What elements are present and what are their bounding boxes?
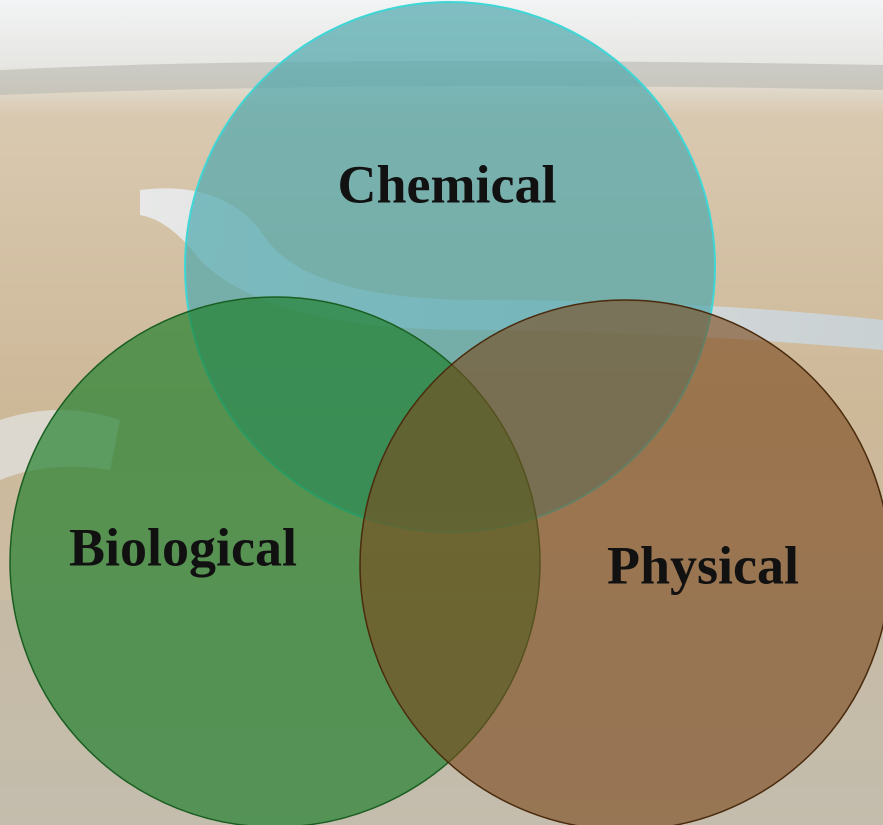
venn-diagram: Chemical Biological Physical: [0, 0, 883, 825]
page: Chemical Biological Physical (() => { co…: [0, 0, 883, 825]
biological-label: Biological: [69, 517, 297, 577]
physical-label: Physical: [607, 535, 799, 595]
chemical-label: Chemical: [338, 154, 557, 214]
